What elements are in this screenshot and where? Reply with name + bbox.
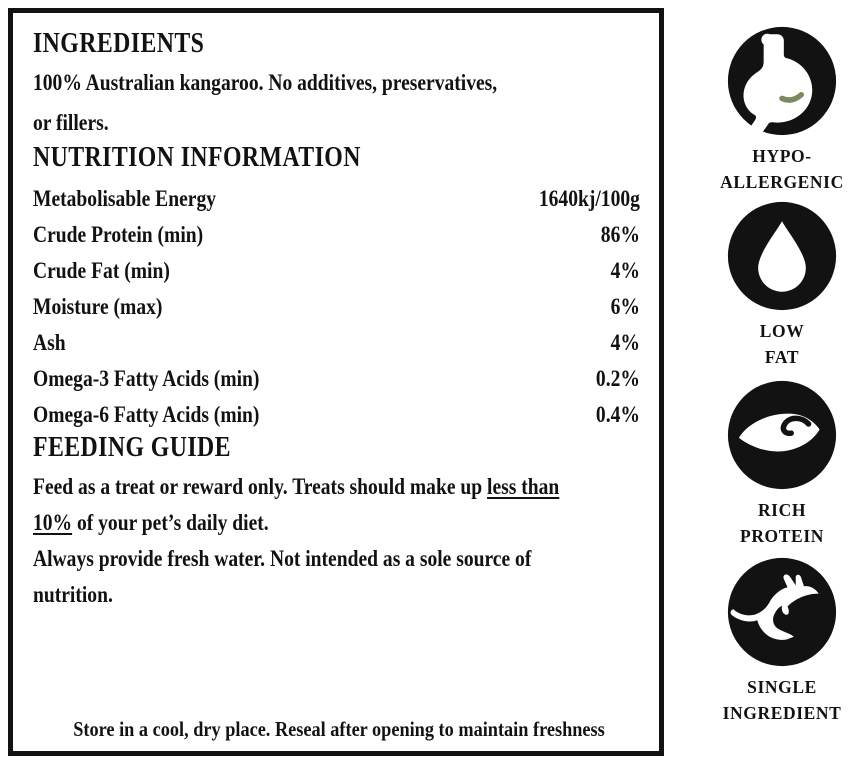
badge-label: RICH PROTEIN [740,497,824,549]
badge-label-line: FAT [764,347,800,367]
badge-label: HYPO- ALLERGENIC [720,143,844,195]
nutrition-row: Crude Protein (min) 86% [33,217,640,253]
nutrient-label: Omega-6 Fatty Acids (min) [33,402,260,427]
badge-rich-protein: RICH PROTEIN [727,380,837,549]
nutrition-row: Ash 4% [33,325,640,361]
nutrient-value: 6% [610,294,640,319]
badge-label-line: HYPO- [752,146,812,166]
feeding-guide-heading: FEEDING GUIDE [33,432,231,463]
badge-low-fat: LOW FAT [727,201,837,370]
feeding-text: Feed as a treat or reward only. Treats s… [33,474,488,499]
nutrient-value: 86% [600,222,640,247]
badge-single-ingredient: SINGLE INGREDIENT [723,557,842,726]
nutrient-label: Metabolisable Energy [33,186,217,211]
nutrient-label: Crude Protein (min) [33,222,204,247]
kangaroo-icon [727,557,837,667]
water-drop-icon [727,201,837,311]
feeding-line: Always provide fresh water. Not intended… [33,546,532,571]
nutrient-label: Ash [33,330,66,355]
badge-label: LOW FAT [760,318,805,370]
nutrient-value: 0.2% [595,366,640,391]
nutrient-value: 4% [610,258,640,283]
nutrient-value: 1640kj/100g [538,186,640,211]
nutrition-row: Metabolisable Energy 1640kj/100g [33,181,640,217]
nutrition-heading: NUTRITION INFORMATION [33,142,361,173]
feeding-line: nutrition. [33,582,113,607]
nutrition-table: Metabolisable Energy 1640kj/100g Crude P… [33,181,640,433]
badge-label: SINGLE INGREDIENT [723,674,842,726]
stomach-icon [727,26,837,136]
nutrient-label: Crude Fat (min) [33,258,170,283]
nutrition-row: Omega-6 Fatty Acids (min) 0.4% [33,397,640,433]
ingredients-line: or fillers. [33,110,109,135]
nutrient-value: 4% [610,330,640,355]
feeding-guide-text: Feed as a treat or reward only. Treats s… [33,469,659,613]
feeding-text: of your pet’s daily diet. [72,510,269,535]
nutrient-label: Moisture (max) [33,294,163,319]
storage-note: Store in a cool, dry place. Reseal after… [73,717,605,741]
feeding-line: 10% of your pet’s daily diet. [33,505,659,541]
badge-label-line: ALLERGENIC [720,172,844,192]
badge-rail: HYPO- ALLERGENIC LOW FAT RICH PROTEIN [692,0,862,768]
label-panel: INGREDIENTS 100% Australian kangaroo. No… [8,8,664,756]
label-content: INGREDIENTS 100% Australian kangaroo. No… [33,29,659,613]
badge-label-line: SINGLE [747,677,817,697]
nutrient-label: Omega-3 Fatty Acids (min) [33,366,260,391]
nutrition-row: Crude Fat (min) 4% [33,253,640,289]
feeding-text-underlined: less than [487,474,560,499]
badge-hypoallergenic: HYPO- ALLERGENIC [720,26,844,195]
badge-label-line: INGREDIENT [722,703,842,723]
nutrition-row: Omega-3 Fatty Acids (min) 0.2% [33,361,640,397]
ingredients-line: 100% Australian kangaroo. No additives, … [33,70,498,95]
nutrient-value: 0.4% [595,402,640,427]
badge-label-line: RICH [757,500,807,520]
ingredients-text: 100% Australian kangaroo. No additives, … [33,63,659,143]
nutrition-row: Moisture (max) 6% [33,289,640,325]
meat-icon [727,380,837,490]
badge-label-line: PROTEIN [740,526,824,546]
feeding-line: Feed as a treat or reward only. Treats s… [33,469,659,505]
feeding-text-underlined: 10% [33,510,73,535]
badge-label-line: LOW [759,321,805,341]
ingredients-heading: INGREDIENTS [33,28,205,59]
